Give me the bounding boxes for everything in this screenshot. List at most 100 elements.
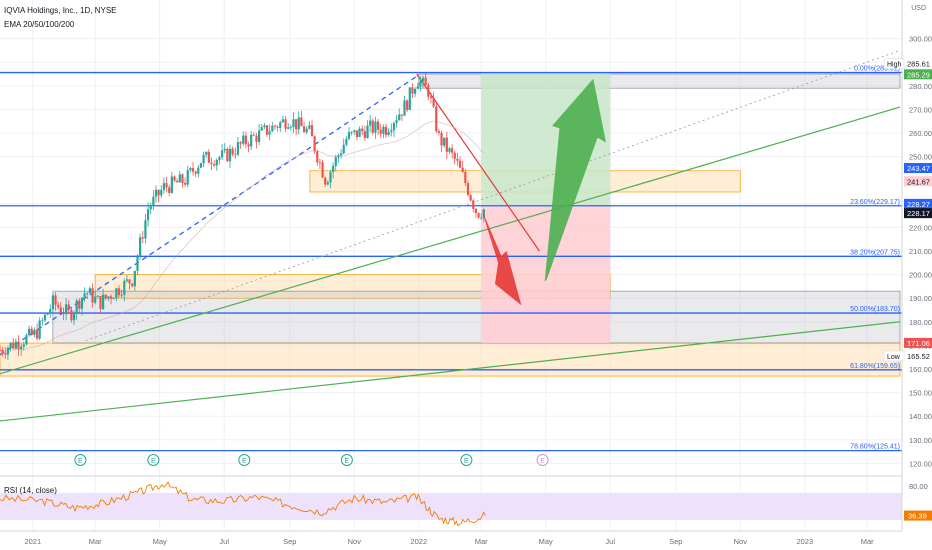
time-tick-label: Nov	[348, 537, 362, 546]
ema-indicator-label[interactable]: EMA 20/50/100/200	[4, 20, 75, 29]
price-tick-label: 210.00	[909, 247, 932, 256]
candle-body	[376, 121, 380, 130]
supply-zone	[0, 342, 901, 377]
candle-body	[443, 137, 446, 146]
candle-body	[88, 288, 91, 293]
candle-body	[316, 151, 319, 163]
candle-body	[123, 280, 126, 295]
candle-body	[228, 148, 232, 162]
candle-body	[80, 297, 84, 309]
candle-body	[162, 183, 166, 190]
candle-body	[305, 128, 308, 133]
candle-body	[445, 137, 448, 152]
candle-body	[0, 350, 2, 351]
price-label-box	[904, 350, 932, 361]
candle-body	[205, 151, 208, 155]
candle-body	[46, 313, 49, 315]
fib-level-label: 78.60%(125.41)	[850, 444, 900, 451]
candle-body	[421, 77, 425, 82]
candle-body	[345, 138, 348, 145]
candle-body	[482, 209, 485, 218]
candle-body	[318, 162, 322, 164]
candle-body	[347, 132, 351, 139]
time-tick-label: Jul	[219, 537, 229, 546]
candle-body	[384, 126, 388, 136]
candle-body	[289, 127, 292, 128]
earnings-marker	[74, 454, 87, 466]
zones	[0, 72, 901, 377]
candle-body	[244, 135, 247, 145]
candle-body	[226, 148, 229, 162]
fib-labels: 0.00%(285.61) 23.60%(229.17) 38.20%(207.75…	[850, 66, 900, 451]
fib-level-label: 50.00%(183.70)	[850, 306, 900, 313]
candle-body	[176, 180, 179, 183]
candle-body	[276, 126, 279, 128]
candle-body	[139, 237, 142, 257]
candle-body	[210, 162, 213, 165]
candle-body	[168, 187, 171, 193]
candle-body	[91, 288, 94, 303]
trendline-long	[0, 321, 901, 422]
time-tick-label: 2022	[410, 537, 427, 546]
arrows	[481, 78, 606, 306]
candle-body	[448, 148, 451, 152]
candle-body	[432, 98, 435, 107]
price-label: 285.29	[907, 70, 930, 79]
candle-body	[371, 120, 374, 133]
earnings-marker	[147, 454, 160, 466]
candle-body	[173, 176, 176, 181]
price-label: 171.06	[907, 339, 930, 348]
price-tick-label: 260.00	[909, 129, 932, 138]
price-axis: 120.00130.00140.00150.00160.00170.00180.…	[883, 0, 932, 530]
candle-body	[236, 142, 240, 155]
candle-body	[141, 237, 144, 239]
candle-body	[321, 162, 324, 178]
price-tick-label: 250.00	[909, 153, 932, 162]
earnings-marker-glyph: E	[540, 458, 545, 465]
candle-body	[109, 296, 113, 299]
price-tick-label: 220.00	[909, 223, 932, 232]
candle-body	[287, 127, 290, 129]
candle-body	[258, 130, 261, 142]
candle-body	[297, 117, 300, 130]
candle-body	[14, 341, 17, 349]
price-label-box	[904, 58, 932, 69]
candle-body	[295, 119, 298, 130]
candle-body	[104, 294, 107, 299]
candle-body	[424, 77, 427, 86]
candle-body	[83, 293, 86, 298]
candle-body	[144, 220, 147, 239]
currency-label: USD	[911, 5, 926, 12]
fib-level-label: 0.00%(285.61)	[854, 66, 900, 73]
candle-body	[160, 189, 163, 196]
candle-body	[292, 119, 295, 128]
candle-body	[363, 131, 366, 139]
time-tick-label: May	[539, 537, 553, 546]
candle-body	[427, 85, 430, 97]
candle-body	[33, 329, 36, 335]
candle-body	[49, 309, 52, 314]
rsi-indicator-label[interactable]: RSI (14, close)	[4, 486, 57, 495]
candle-body	[20, 346, 23, 350]
candle-body	[128, 279, 131, 284]
candle-body	[178, 174, 181, 183]
candle-body	[281, 119, 285, 123]
candle-body	[435, 106, 438, 132]
candle-body	[366, 125, 369, 139]
candle-body	[480, 217, 483, 219]
candle-body	[191, 168, 195, 172]
candle-body	[403, 100, 406, 116]
rsi-value-box	[904, 510, 932, 521]
candle-body	[324, 177, 327, 185]
rsi-line	[0, 481, 486, 527]
fib-level-label: 38.20%(207.75)	[850, 249, 900, 256]
candle-body	[453, 152, 456, 159]
candle-body	[107, 296, 110, 299]
candle-body	[250, 134, 253, 147]
price-tick-label: 270.00	[909, 105, 932, 114]
price-label-box	[904, 337, 932, 348]
candle-body	[157, 189, 160, 196]
candle-body	[242, 135, 245, 144]
